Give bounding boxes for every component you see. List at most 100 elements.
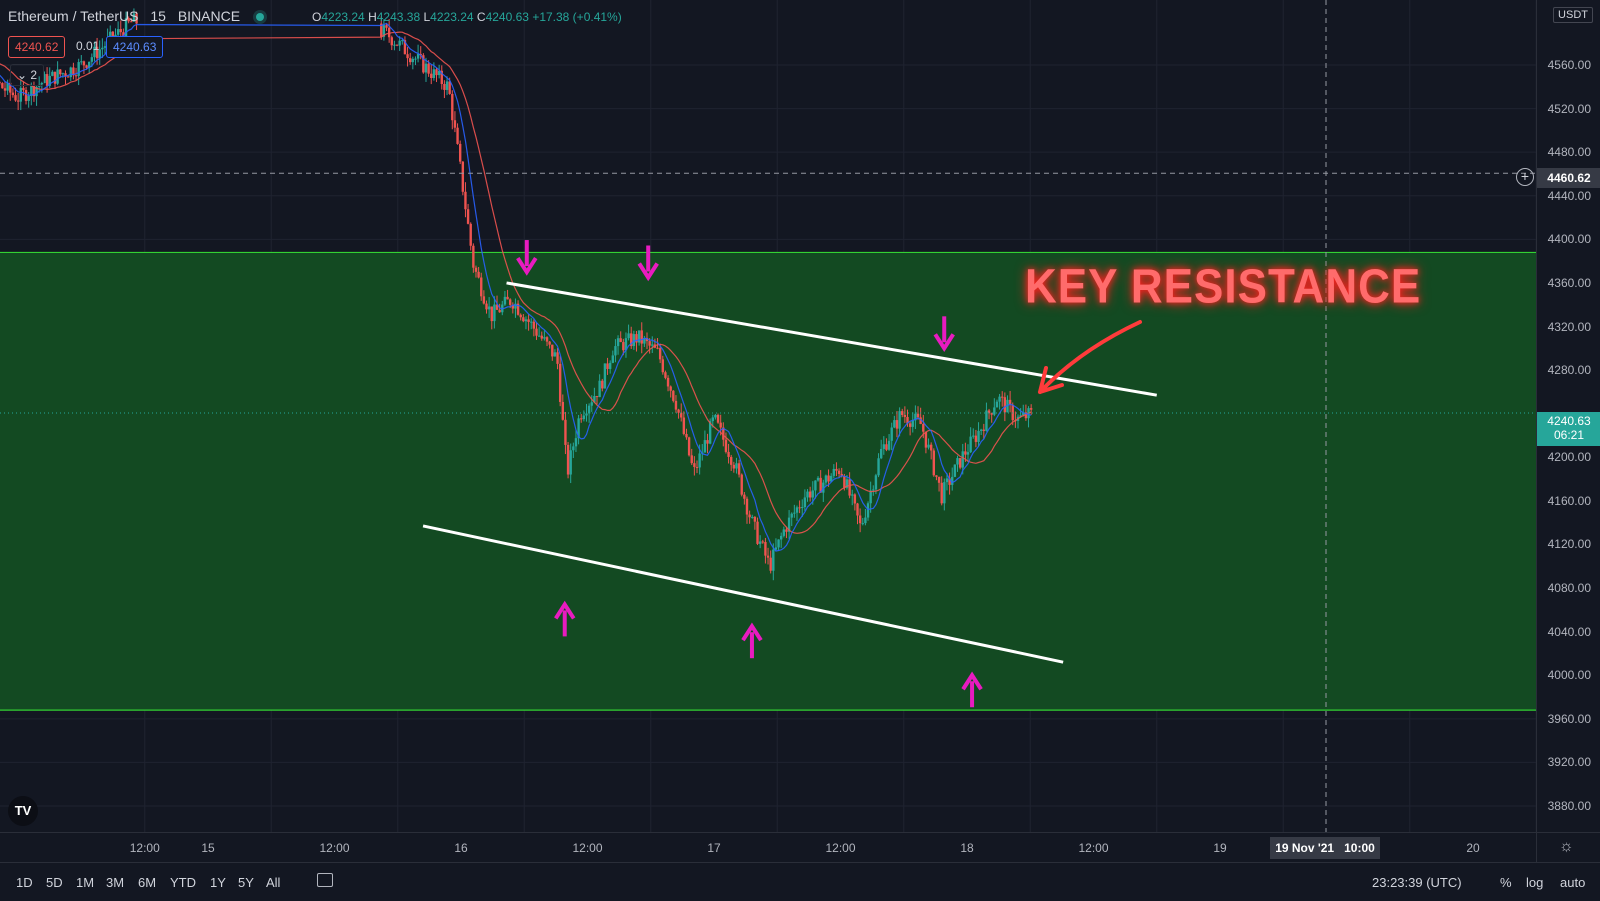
candle <box>616 335 620 355</box>
chart-settings-corner[interactable]: ☼ <box>1536 832 1600 863</box>
symbol-legend[interactable]: Ethereum / TetherUS 15 BINANCE <box>8 8 264 24</box>
candle <box>714 413 717 420</box>
sell-button[interactable]: 4240.62 <box>8 36 66 58</box>
candle <box>445 76 449 96</box>
candle <box>540 331 543 341</box>
candle <box>527 314 530 331</box>
range-button-1m[interactable]: 1M <box>76 875 95 890</box>
candle <box>1001 391 1004 407</box>
candle <box>661 355 664 375</box>
time-tick: 16 <box>454 841 468 855</box>
candle <box>82 60 86 75</box>
range-button-5y[interactable]: 5Y <box>238 875 254 890</box>
candle <box>853 493 857 511</box>
candle <box>951 467 954 491</box>
candle <box>461 161 465 196</box>
candle <box>469 222 472 251</box>
candle <box>835 462 838 477</box>
add-alert-icon[interactable]: + <box>1516 168 1534 186</box>
candle <box>806 489 809 502</box>
candle <box>961 443 964 475</box>
interval-label[interactable]: 15 <box>150 8 166 24</box>
candle <box>477 267 480 279</box>
candle <box>493 296 496 329</box>
candle <box>124 11 128 39</box>
candle <box>548 340 551 349</box>
candle <box>27 92 30 108</box>
range-button-1y[interactable]: 1Y <box>210 875 226 890</box>
candle <box>753 516 757 530</box>
utc-clock[interactable]: 23:23:39 (UTC) <box>1372 875 1462 890</box>
candle <box>748 510 751 524</box>
time-axis[interactable]: 12:00 15 12:00 16 12:00 17 12:00 18 12:00 19 20 19… <box>0 832 1536 863</box>
candle <box>422 53 425 74</box>
candles <box>0 8 1033 581</box>
candle <box>877 453 880 478</box>
candle <box>953 464 957 478</box>
candle <box>408 52 412 65</box>
candle <box>537 327 541 337</box>
candle <box>656 338 659 350</box>
candle <box>101 38 104 59</box>
price-tick: 4520.00 <box>1547 101 1591 116</box>
candle <box>103 41 107 55</box>
candle <box>832 464 836 479</box>
currency-label[interactable]: USDT <box>1553 7 1593 23</box>
indicators-toggle-button[interactable]: ⌄ 2 <box>10 64 45 86</box>
candle <box>680 403 683 422</box>
compare-date-range-icon[interactable] <box>317 873 333 887</box>
candle <box>458 140 462 165</box>
candle <box>785 526 788 539</box>
key-resistance-label: KEY RESISTANCE <box>1025 259 1422 314</box>
log-scale-button[interactable]: log <box>1526 875 1544 890</box>
auto-scale-button[interactable]: auto <box>1560 875 1586 890</box>
price-tick: 4480.00 <box>1547 145 1591 160</box>
candle <box>451 90 454 130</box>
channel-lower-line[interactable] <box>422 524 1064 664</box>
time-tick: 12:00 <box>572 841 603 855</box>
price-axis[interactable]: USDT 4560.00 4520.00 4480.00 4440.00 4400.00… <box>1536 0 1600 832</box>
range-button-6m[interactable]: 6M <box>138 875 157 890</box>
channel-upper-line[interactable] <box>506 281 1158 397</box>
candle <box>606 357 609 375</box>
candle <box>32 81 36 102</box>
buy-button[interactable]: 4240.63 <box>106 36 164 58</box>
candle <box>695 460 699 474</box>
percent-scale-button[interactable]: % <box>1500 875 1512 890</box>
candle <box>682 411 686 436</box>
bar-countdown: 06:21 <box>1553 428 1585 442</box>
range-button-ytd[interactable]: YTD <box>170 875 196 890</box>
candle <box>398 36 401 51</box>
range-button-all[interactable]: All <box>266 875 281 890</box>
gear-icon[interactable]: ☼ <box>1559 838 1574 855</box>
candle <box>993 398 996 417</box>
range-button-5d[interactable]: 5D <box>46 875 63 890</box>
candle <box>601 378 604 392</box>
range-button-3m[interactable]: 3M <box>106 875 125 890</box>
candle <box>564 411 567 455</box>
candle <box>706 433 709 454</box>
candle <box>516 300 520 316</box>
price-chart[interactable] <box>0 0 1536 832</box>
crosshair-price-label: 4460.62 <box>1537 168 1600 188</box>
candle <box>895 411 899 438</box>
tradingview-logo[interactable]: TV <box>8 796 38 826</box>
candle <box>590 395 593 412</box>
candle <box>890 422 893 451</box>
candle <box>869 481 872 513</box>
candle <box>935 475 938 481</box>
spread-value: 0.01 <box>76 39 100 53</box>
time-tick: 19 <box>1213 841 1227 855</box>
candle <box>395 44 399 47</box>
candle <box>969 427 972 454</box>
candle <box>943 478 946 511</box>
arrow-up-icon <box>961 671 983 708</box>
symbol-name[interactable]: Ethereum / TetherUS <box>8 8 139 24</box>
candle <box>790 512 793 527</box>
price-tick: 4360.00 <box>1547 275 1591 290</box>
candle <box>735 457 738 474</box>
candle <box>898 407 901 437</box>
range-button-1d[interactable]: 1D <box>16 875 33 890</box>
candle <box>572 442 575 459</box>
candle <box>632 330 636 350</box>
